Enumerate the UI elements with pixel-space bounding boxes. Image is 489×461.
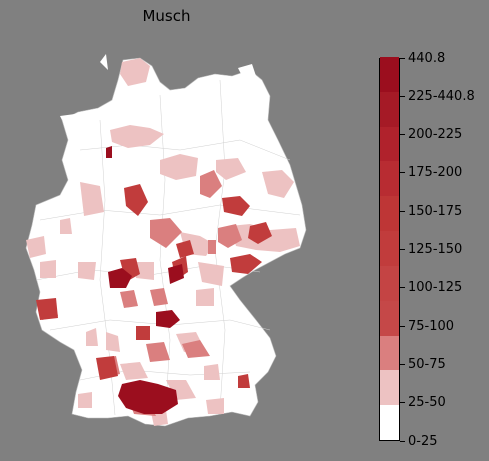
colorbar-tick — [400, 134, 405, 136]
colorbar-tick-label: 440.8 — [408, 50, 446, 66]
island-frisian — [60, 112, 92, 120]
colorbar-segment — [380, 56, 399, 92]
colorbar-tick-label: 175-200 — [408, 165, 463, 181]
colorbar-tick — [400, 57, 405, 59]
colorbar-tick-label: 50-75 — [408, 356, 446, 372]
colorbar-tick-label: 200-225 — [408, 127, 463, 143]
colorbar-tick — [400, 363, 405, 365]
colorbar-tick — [400, 402, 405, 404]
colorbar-tick-label: 125-150 — [408, 242, 463, 257]
colorbar-tick — [400, 325, 405, 327]
colorbar-tick-label: 150-175 — [408, 203, 463, 219]
colorbar-segment — [380, 160, 399, 197]
colorbar-tick-label: 25-50 — [408, 395, 446, 411]
colorbar-tick-label: 225-440.8 — [408, 88, 475, 104]
colorbar-segment — [380, 300, 399, 336]
colorbar-tick — [400, 287, 405, 289]
colorbar-segment — [380, 91, 399, 127]
colorbar-segment — [380, 369, 399, 406]
colorbar-tick — [400, 172, 405, 174]
colorbar-segment — [380, 230, 399, 266]
colorbar-tick — [400, 440, 405, 442]
colorbar-segment — [380, 195, 399, 232]
colorbar — [379, 56, 400, 441]
colorbar-tick — [400, 95, 405, 97]
colorbar-tick-label: 0-25 — [408, 433, 438, 449]
island-east — [238, 64, 256, 80]
colorbar-segment — [380, 265, 399, 301]
map-title: Musch — [142, 7, 191, 25]
regions-200-plus — [106, 146, 184, 414]
colorbar-tick — [400, 249, 405, 250]
colorbar-tick-label: 75-100 — [408, 318, 455, 334]
colorbar-tick — [400, 210, 405, 212]
colorbar-segment — [380, 404, 399, 440]
regions-75-175 — [36, 184, 272, 388]
colorbar-segment — [380, 126, 399, 162]
island-north — [100, 54, 108, 70]
colorbar-segment — [380, 335, 399, 371]
colorbar-tick-label: 100-125 — [408, 280, 463, 296]
